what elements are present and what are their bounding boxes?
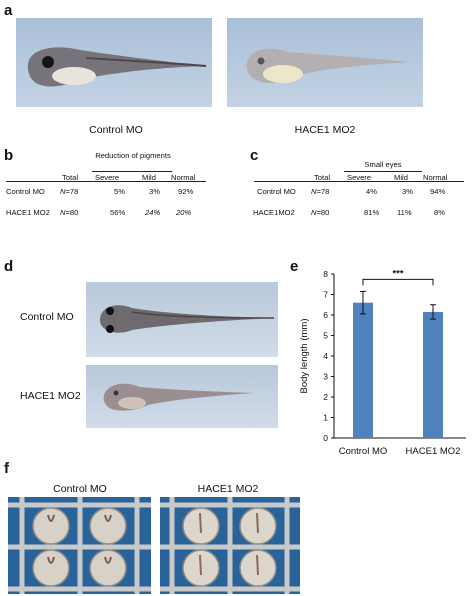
table-c-row-normal: 94%	[430, 187, 446, 196]
table-c-col-mild: Mild	[394, 173, 408, 182]
hace1-mo2-caption-f: HACE1 MO2	[197, 483, 259, 495]
panel-label-d: d	[4, 258, 14, 275]
x-tick-label: HACE1 MO2	[406, 446, 461, 457]
y-tick-label: 1	[323, 413, 328, 423]
table-c-row-severe: 81%	[364, 208, 380, 217]
x-tick-label: Control MO	[339, 446, 388, 457]
table-b-row-severe: 56%	[110, 208, 126, 217]
panel-label-b: b	[4, 147, 14, 164]
table-b-row-severe: 5%	[114, 187, 125, 196]
panel-label-e: e	[290, 258, 299, 275]
y-axis-label: Body length (mm)	[299, 319, 310, 394]
control-mo-label-d: Control MO	[20, 311, 74, 323]
table-b-row-label: Control MO	[6, 187, 45, 196]
table-b-row-mild: 3%	[149, 187, 160, 196]
table-b-row-n: N=80	[60, 208, 79, 217]
body-length-chart: 0 1 2 3 4 5 6 7 8 Body length (mm) Control MO HACE1…	[299, 268, 466, 457]
panel-label-c: c	[250, 147, 259, 164]
y-tick-label: 7	[323, 290, 328, 300]
table-b-row-label: HACE1 MO2	[6, 208, 50, 217]
table-b-header-rule	[6, 181, 206, 182]
table-c-row-mild: 11%	[397, 208, 412, 217]
table-b-row-normal: 20%	[176, 208, 192, 217]
bar	[353, 302, 373, 438]
y-tick-label: 3	[323, 372, 328, 382]
hace1-embryo-tray-photo	[160, 497, 300, 594]
table-b-group-header: Reduction of pigments	[95, 151, 171, 160]
hace1-mo2-label-d: HACE1 MO2	[20, 390, 81, 402]
bar	[423, 311, 443, 438]
table-c-col-severe: Severe	[347, 173, 372, 182]
y-tick-label: 2	[323, 392, 328, 402]
significance-marker: ***	[392, 268, 403, 279]
significance-bracket	[362, 278, 434, 286]
table-c-group-rule	[344, 171, 422, 172]
table-c-row-mild: 3%	[402, 187, 413, 196]
table-b-col-total: Total	[62, 173, 79, 182]
table-b-row-normal: 92%	[178, 187, 194, 196]
panel-label-f: f	[4, 460, 9, 477]
control-mo-caption-a: Control MO	[89, 124, 143, 136]
hace1-mo2-caption-a: HACE1 MO2	[294, 124, 356, 136]
table-b-col-severe: Severe	[95, 173, 120, 182]
table-c-row-n: N=80	[311, 208, 330, 217]
table-c-header-rule	[254, 181, 464, 182]
table-b-group-rule	[92, 171, 172, 172]
table-b-row-n: N=78	[60, 187, 79, 196]
hace1-tadpole-photo	[227, 18, 423, 107]
control-embryo-tray-photo	[8, 497, 151, 594]
panel-label-a: a	[4, 2, 13, 19]
y-tick-label: 6	[323, 310, 328, 320]
table-c-row-severe: 4%	[366, 187, 377, 196]
table-c-row-normal: 8%	[434, 208, 445, 217]
control-mo-caption-f: Control MO	[53, 483, 107, 495]
table-b-col-mild: Mild	[142, 173, 156, 182]
y-tick-label: 4	[323, 351, 328, 361]
table-b-row-mild: 24%	[145, 208, 161, 217]
table-c-group-header: Small eyes	[364, 160, 402, 169]
table-c-col-normal: Normal	[423, 173, 448, 182]
table-c-row-label: Control MO	[257, 187, 296, 196]
control-tadpole-photo	[16, 18, 212, 107]
control-dorsal-photo	[86, 282, 278, 357]
table-c-row-n: N=78	[311, 187, 330, 196]
y-tick-label: 8	[323, 269, 328, 279]
table-c-col-total: Total	[314, 173, 331, 182]
table-c-row-label: HACE1MO2	[253, 208, 295, 217]
hace1-lateral-photo	[86, 365, 278, 428]
table-b-col-normal: Normal	[171, 173, 196, 182]
y-tick-label: 5	[323, 331, 328, 341]
y-tick-label: 0	[323, 433, 328, 443]
